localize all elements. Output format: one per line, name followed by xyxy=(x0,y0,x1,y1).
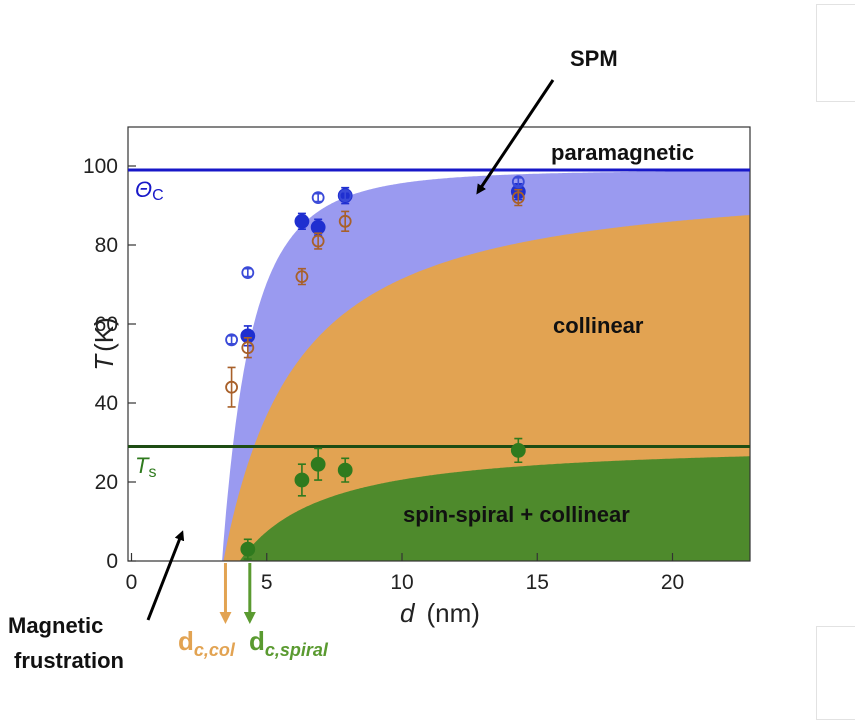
edge-panel-top xyxy=(816,4,855,102)
x-tick-label: 15 xyxy=(526,571,549,594)
dc-spiral-label: dc,spiral xyxy=(249,626,329,660)
data-point xyxy=(511,191,525,205)
y-tick-label: 80 xyxy=(95,234,118,257)
error-bar xyxy=(243,337,252,359)
y-tick-label: 60 xyxy=(95,313,118,336)
data-series xyxy=(225,175,526,560)
plot-frame xyxy=(127,126,751,562)
data-point xyxy=(310,456,326,472)
data-point xyxy=(337,462,353,478)
y-tick-label: 100 xyxy=(83,155,118,178)
data-point xyxy=(240,541,256,557)
data-point xyxy=(241,341,255,355)
y-tick-label: 40 xyxy=(95,392,118,415)
data-point xyxy=(241,266,255,280)
data-point xyxy=(311,234,325,248)
x-tick-label: 5 xyxy=(261,571,273,594)
error-bar xyxy=(227,366,236,408)
data-point xyxy=(510,442,526,458)
paramagnetic-label: paramagnetic xyxy=(551,140,694,165)
x-axis-label: d (nm) xyxy=(400,598,480,628)
magnetic-frustration-annotation: Magnetic xyxy=(8,613,103,638)
spin-spiral-label: spin-spiral + collinear xyxy=(403,502,630,527)
data-point xyxy=(511,175,525,189)
x-tick-label: 20 xyxy=(661,571,684,594)
y-tick-label: 20 xyxy=(95,471,118,494)
series-blue_open xyxy=(225,175,525,347)
x-tick-label: 10 xyxy=(390,571,413,594)
error-bar xyxy=(227,335,236,345)
error-bar xyxy=(243,267,252,278)
theta-c-label: ΘC xyxy=(135,177,164,204)
magnetic-frustration-annotation-line2: frustration xyxy=(14,648,124,673)
data-point xyxy=(338,189,352,203)
y-axis-label: T(K) xyxy=(89,317,119,371)
data-point xyxy=(311,191,325,205)
error-bar xyxy=(341,210,350,232)
edge-panel-bottom xyxy=(816,626,855,720)
spin-spiral-region xyxy=(239,456,750,561)
data-point xyxy=(338,214,352,228)
data-point xyxy=(295,270,309,284)
collinear-label: collinear xyxy=(553,313,644,338)
series-green_filled xyxy=(240,437,526,560)
dc-col-label: dc,col xyxy=(178,626,236,660)
data-point xyxy=(225,380,238,394)
x-tick-label: 0 xyxy=(126,571,138,594)
spm-arrow xyxy=(476,79,555,195)
spm-annotation: SPM xyxy=(570,46,618,71)
x-axis-ticks: 0 5 10 15 20 xyxy=(126,553,684,594)
data-point xyxy=(294,472,310,488)
error-bar xyxy=(314,192,323,203)
data-point xyxy=(225,333,238,347)
series-orange_open xyxy=(225,188,525,408)
frustration-arrow xyxy=(146,530,185,621)
y-tick-label: 0 xyxy=(106,550,118,573)
data-point xyxy=(310,219,326,235)
t-s-label: Ts xyxy=(135,453,156,481)
data-point xyxy=(294,213,310,229)
y-axis-ticks: 0 20 40 60 80 100 xyxy=(83,155,136,573)
